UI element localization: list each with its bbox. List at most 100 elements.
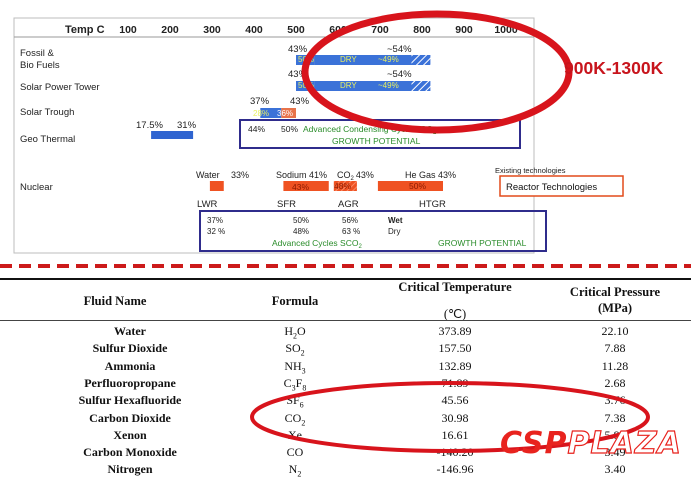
- box1-44: 44%: [248, 124, 265, 134]
- formula: C3F8: [283, 375, 307, 393]
- box2-r2-c4: Dry: [388, 227, 400, 236]
- geo-175-label: 17.5%: [136, 120, 163, 131]
- critical-temperature: 16.61: [441, 427, 469, 442]
- reactor-technologies-label: Reactor Technologies: [506, 182, 597, 193]
- category-trough: Solar Trough: [20, 107, 74, 118]
- critical-pressure: 7.38: [604, 410, 626, 425]
- box2-r1-c3: 56%: [342, 216, 358, 225]
- box2-r1-c1: 37%: [207, 216, 223, 225]
- chart-bar: [411, 55, 431, 65]
- formula: CO2: [284, 410, 306, 427]
- formula: H2O: [284, 324, 306, 341]
- fluid-name: Carbon Monoxide: [83, 445, 177, 460]
- trough-43-label: 43%: [290, 96, 310, 107]
- reactor-lwr: LWR: [197, 199, 218, 210]
- fluid-name: Carbon Dioxide: [89, 410, 171, 425]
- chart-area: Temp C 100 200 300 400 500 600 700 800 900 1000 F…: [0, 10, 691, 268]
- reactor-sfr: SFR: [277, 199, 296, 210]
- axis-title: Temp C: [65, 24, 105, 36]
- chart-bar: [260, 108, 282, 118]
- reactor-technologies-box: [499, 175, 624, 197]
- header-formula: Formula: [271, 294, 319, 308]
- trough-bar-36: 36%: [277, 109, 293, 118]
- critical-pressure: 3.49: [604, 445, 626, 460]
- chart-bar: [283, 181, 329, 191]
- fossil-43-label: 43%: [288, 44, 308, 55]
- chart-bar: [377, 181, 443, 191]
- chart-bar: [380, 81, 412, 91]
- box2-title: Advanced Cycles SCO2: [272, 238, 362, 250]
- x-tick-label: 500: [287, 24, 305, 36]
- fluid-name: Sulfur Dioxide: [92, 341, 168, 356]
- category-nuclear: Nuclear: [20, 182, 53, 193]
- nuclear-bar-48: 48%: [334, 181, 351, 191]
- chart-bar: [333, 181, 357, 191]
- category-tower: Solar Power Tower: [20, 82, 100, 93]
- tower-54-label: ~54%: [387, 69, 412, 80]
- fluid-name: Water: [114, 324, 146, 338]
- critical-pressure: 7.88: [604, 341, 626, 356]
- critical-temperature: 373.89: [438, 324, 472, 338]
- header-pressure-unit: (MPa): [597, 301, 632, 315]
- box2-r2-c2: 48%: [293, 227, 309, 236]
- nuclear-bar-43: 43%: [292, 182, 309, 192]
- existing-technologies-label: Existing technologies: [495, 166, 566, 175]
- highlight-ellipse-chart: [301, 10, 573, 134]
- fluid-name: Xenon: [113, 427, 147, 442]
- critical-pressure: 2.68: [604, 375, 626, 390]
- critical-temperature: 157.50: [438, 341, 472, 356]
- header-critical-temperature: Critical Temperature: [398, 280, 512, 294]
- box2-growth: GROWTH POTENTIAL: [438, 238, 527, 248]
- fluid-name: Sulfur Hexafluoride: [78, 393, 182, 408]
- nuclear-co2: CO2 43%: [337, 170, 374, 182]
- chart-bar: [209, 181, 224, 191]
- chart-frame: [13, 17, 535, 254]
- x-tick-label: 800: [413, 24, 431, 36]
- formula: SO2: [285, 341, 305, 358]
- fossil-54-label: ~54%: [387, 44, 412, 55]
- critical-properties-table: Fluid Name Formula Critical Temperature …: [0, 272, 691, 479]
- reactor-agr: AGR: [338, 199, 359, 210]
- nuclear-he-gas: He Gas 43%: [405, 170, 456, 180]
- tower-bar-49: ~49%: [378, 81, 399, 90]
- fossil-bar-dry: DRY: [340, 55, 357, 64]
- chart-bar: [281, 108, 296, 118]
- nuclear-water: Water: [196, 170, 220, 180]
- nuclear-bar-50: 50%: [409, 181, 426, 191]
- critical-temperature: 30.98: [441, 410, 469, 425]
- chart-bar: [314, 55, 380, 65]
- tower-43-label: 43%: [288, 69, 308, 80]
- fluid-name: Ammonia: [104, 358, 156, 373]
- nuclear-sodium: Sodium 41%: [276, 170, 327, 180]
- critical-temperature: 45.56: [441, 393, 469, 408]
- box1-50: 50%: [281, 124, 298, 134]
- highlight-ellipse-table: [250, 381, 650, 453]
- table-header-rule: [0, 320, 691, 321]
- fluid-name: Perfluoropropane: [84, 375, 176, 390]
- box2-r1-c2: 50%: [293, 216, 309, 225]
- box2-r2-c3: 63 %: [342, 227, 360, 236]
- header-fluid-name: Fluid Name: [83, 294, 147, 308]
- chart-bar: [411, 81, 431, 91]
- trough-bar-28: 28%: [253, 109, 269, 118]
- category-geo: Geo Thermal: [20, 134, 75, 145]
- chart-bar: [314, 81, 380, 91]
- x-tick-label: 100: [119, 24, 137, 36]
- fossil-bar-49: ~49%: [378, 55, 399, 64]
- x-tick-label: 700: [371, 24, 389, 36]
- watermark-logo: CSPPLAZA: [500, 425, 682, 461]
- temperature-range-label: 900K-1300K: [564, 58, 664, 78]
- table-top-rule: [0, 278, 691, 280]
- critical-temperature: 132.89: [438, 358, 472, 373]
- geo-31-label: 31%: [177, 120, 197, 131]
- x-tick-label: 200: [161, 24, 179, 36]
- chart-bar: [151, 131, 194, 139]
- reactor-htgr: HTGR: [419, 199, 446, 210]
- category-fossil-2: Bio Fuels: [20, 60, 60, 71]
- box2-r1-c4: Wet: [388, 216, 403, 225]
- formula: NH3: [284, 358, 306, 375]
- formula: CO: [286, 445, 304, 460]
- x-tick-label: 300: [203, 24, 221, 36]
- x-tick-label: 900: [455, 24, 473, 36]
- header-critical-pressure: Critical Pressure: [569, 285, 661, 299]
